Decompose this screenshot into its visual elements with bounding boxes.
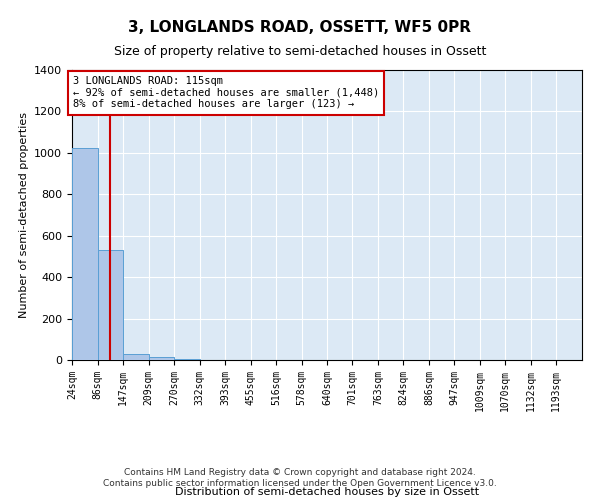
- Bar: [149, 357, 174, 360]
- Bar: [98, 250, 123, 360]
- Bar: [123, 354, 149, 360]
- Text: 3 LONGLANDS ROAD: 115sqm
← 92% of semi-detached houses are smaller (1,448)
8% of: 3 LONGLANDS ROAD: 115sqm ← 92% of semi-d…: [73, 76, 379, 110]
- Bar: [174, 359, 200, 360]
- Y-axis label: Number of semi-detached properties: Number of semi-detached properties: [19, 112, 29, 318]
- Text: Contains HM Land Registry data © Crown copyright and database right 2024.
Contai: Contains HM Land Registry data © Crown c…: [103, 468, 497, 487]
- Text: Size of property relative to semi-detached houses in Ossett: Size of property relative to semi-detach…: [114, 45, 486, 58]
- X-axis label: Distribution of semi-detached houses by size in Ossett: Distribution of semi-detached houses by …: [175, 487, 479, 497]
- Text: 3, LONGLANDS ROAD, OSSETT, WF5 0PR: 3, LONGLANDS ROAD, OSSETT, WF5 0PR: [128, 20, 472, 35]
- Bar: [72, 148, 98, 360]
